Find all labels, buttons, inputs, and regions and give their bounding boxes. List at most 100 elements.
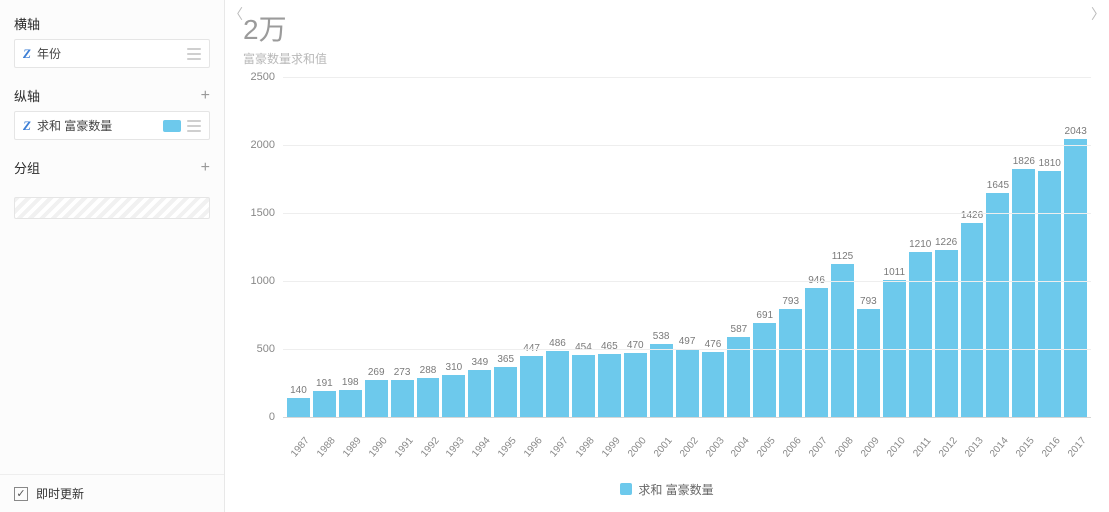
bar[interactable]: 470 bbox=[624, 340, 647, 417]
bar[interactable]: 476 bbox=[702, 339, 725, 417]
bar[interactable]: 198 bbox=[339, 377, 362, 417]
x-tick-label: 2016 bbox=[1040, 435, 1063, 460]
x-tick-label: 1998 bbox=[574, 435, 597, 460]
bar-rect bbox=[624, 353, 647, 417]
bar[interactable]: 1826 bbox=[1012, 156, 1035, 417]
bar-rect bbox=[365, 380, 388, 417]
bar-value-label: 191 bbox=[316, 378, 333, 389]
x-tick-label: 1991 bbox=[392, 435, 415, 460]
bar-value-label: 691 bbox=[756, 310, 773, 321]
dropzone[interactable] bbox=[14, 197, 210, 219]
bar-value-label: 198 bbox=[342, 377, 359, 388]
plot-area: 05001000150020002500 1401911982692732883… bbox=[243, 77, 1091, 447]
x-tick-label: 1987 bbox=[289, 435, 312, 460]
bar-rect bbox=[339, 390, 362, 417]
x-tick-label: 2011 bbox=[911, 435, 934, 460]
legend: 求和 富豪数量 bbox=[243, 481, 1091, 498]
x-tick-label: 2001 bbox=[651, 435, 674, 460]
add-yaxis-icon[interactable]: + bbox=[201, 88, 210, 104]
field-menu-icon[interactable] bbox=[187, 120, 201, 132]
bar[interactable]: 1125 bbox=[831, 251, 854, 417]
x-tick-label: 2002 bbox=[677, 435, 700, 460]
bar-rect bbox=[494, 367, 517, 417]
bar-value-label: 1426 bbox=[961, 210, 983, 221]
x-tick-label: 2008 bbox=[833, 435, 856, 460]
grid-line bbox=[283, 145, 1091, 146]
series-color-swatch[interactable] bbox=[163, 120, 181, 132]
y-axis: 05001000150020002500 bbox=[243, 77, 279, 447]
config-sidebar: 横轴 Z 年份 纵轴 + Z 求和 富豪数量 分组 + bbox=[0, 0, 225, 512]
xaxis-field-label: 年份 bbox=[37, 45, 187, 62]
bar-rect bbox=[442, 375, 465, 417]
bar[interactable]: 793 bbox=[779, 296, 802, 417]
bar-value-label: 349 bbox=[471, 357, 488, 368]
bar-rect bbox=[935, 250, 958, 417]
x-tick-label: 1992 bbox=[418, 435, 441, 460]
bar[interactable]: 365 bbox=[494, 354, 517, 417]
bar[interactable]: 1426 bbox=[961, 210, 984, 417]
bar[interactable]: 269 bbox=[365, 367, 388, 417]
field-menu-icon[interactable] bbox=[187, 48, 201, 60]
bar-value-label: 288 bbox=[420, 365, 437, 376]
bar[interactable]: 2043 bbox=[1064, 126, 1087, 417]
x-tick-label: 1996 bbox=[522, 435, 545, 460]
checkbox-icon[interactable]: ✓ bbox=[14, 487, 28, 501]
bar[interactable]: 191 bbox=[313, 378, 336, 417]
bar-rect bbox=[313, 391, 336, 417]
yaxis-field[interactable]: Z 求和 富豪数量 bbox=[14, 111, 210, 140]
bar-rect bbox=[753, 323, 776, 417]
bar-value-label: 793 bbox=[860, 296, 877, 307]
bar-rect bbox=[702, 352, 725, 417]
sidebar-footer[interactable]: ✓ 即时更新 bbox=[0, 474, 224, 512]
bar-value-label: 497 bbox=[679, 336, 696, 347]
xaxis-field[interactable]: Z 年份 bbox=[14, 39, 210, 68]
bar[interactable]: 1210 bbox=[909, 239, 932, 417]
bar-value-label: 2043 bbox=[1065, 126, 1087, 137]
bar[interactable]: 273 bbox=[391, 367, 414, 417]
bar[interactable]: 538 bbox=[650, 331, 673, 417]
bar-value-label: 1645 bbox=[987, 180, 1009, 191]
bar[interactable]: 349 bbox=[468, 357, 491, 417]
bar-value-label: 310 bbox=[446, 362, 463, 373]
grid-line bbox=[283, 417, 1091, 418]
bar[interactable]: 140 bbox=[287, 385, 310, 417]
add-group-icon[interactable]: + bbox=[201, 160, 210, 176]
bar[interactable]: 1810 bbox=[1038, 158, 1061, 417]
x-tick-label: 2006 bbox=[781, 435, 804, 460]
bar[interactable]: 587 bbox=[727, 324, 750, 417]
grid-line bbox=[283, 281, 1091, 282]
bar[interactable]: 465 bbox=[598, 341, 621, 417]
x-tick-label: 2007 bbox=[807, 435, 830, 460]
chevron-left-icon[interactable]: 〈 bbox=[229, 4, 243, 24]
bar-rect bbox=[417, 378, 440, 417]
bar[interactable]: 946 bbox=[805, 275, 828, 417]
bar-rect bbox=[468, 370, 491, 417]
bar[interactable]: 454 bbox=[572, 342, 595, 417]
bar[interactable]: 288 bbox=[417, 365, 440, 417]
bar-rect bbox=[650, 344, 673, 417]
bars-container: 1401911982692732883103493654474864544654… bbox=[283, 126, 1091, 417]
bar[interactable]: 793 bbox=[857, 296, 880, 417]
bar[interactable]: 447 bbox=[520, 343, 543, 417]
x-tick-label: 1988 bbox=[315, 435, 338, 460]
bar[interactable]: 691 bbox=[753, 310, 776, 417]
bar[interactable]: 1226 bbox=[935, 237, 958, 417]
y-tick-label: 0 bbox=[269, 411, 275, 423]
chart-pane: 〈 〉 2万 富豪数量求和值 05001000150020002500 1401… bbox=[225, 0, 1109, 512]
bar[interactable]: 1011 bbox=[883, 267, 906, 417]
bar[interactable]: 310 bbox=[442, 362, 465, 417]
bar-rect bbox=[598, 354, 621, 417]
y-tick-label: 1500 bbox=[251, 207, 275, 219]
chevron-right-icon[interactable]: 〉 bbox=[1091, 4, 1105, 24]
bar-rect bbox=[779, 309, 802, 417]
bar-value-label: 587 bbox=[731, 324, 748, 335]
yaxis-header: 纵轴 + bbox=[14, 86, 210, 105]
bar-value-label: 1210 bbox=[909, 239, 931, 250]
y-tick-label: 2000 bbox=[251, 139, 275, 151]
grid-line bbox=[283, 349, 1091, 350]
bar[interactable]: 1645 bbox=[986, 180, 1009, 417]
legend-label: 求和 富豪数量 bbox=[638, 483, 713, 497]
grid-area: 1401911982692732883103493654474864544654… bbox=[283, 77, 1091, 417]
group-header: 分组 + bbox=[14, 158, 210, 177]
grid-line bbox=[283, 77, 1091, 78]
